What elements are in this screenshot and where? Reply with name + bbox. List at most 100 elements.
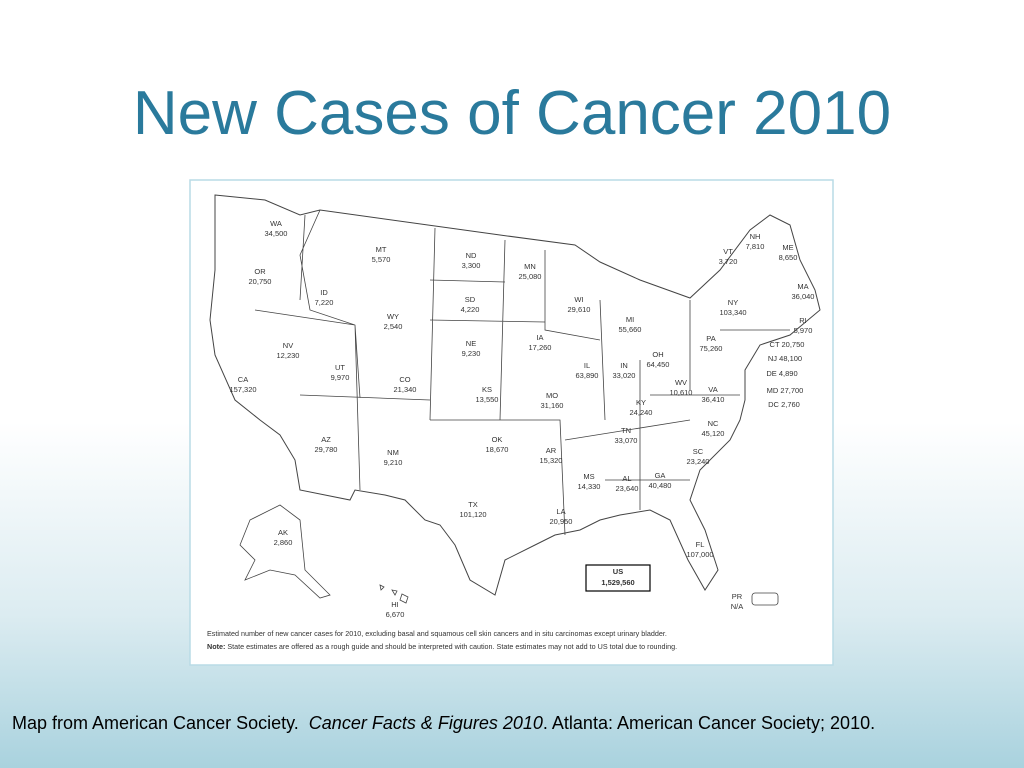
state-value: 55,660 xyxy=(619,325,642,334)
note-label: Note: xyxy=(207,642,225,651)
state-label: CT 20,750 xyxy=(770,340,805,349)
state-abbr: MI xyxy=(626,315,634,324)
state-value: 29,610 xyxy=(568,305,591,314)
state-value: 17,260 xyxy=(529,343,552,352)
state-value: 36,410 xyxy=(702,395,725,404)
state-abbr: MN xyxy=(524,262,536,271)
state-value: 33,070 xyxy=(615,436,638,445)
state-value: 14,330 xyxy=(578,482,601,491)
state-abbr: OH xyxy=(652,350,663,359)
state-value: 6,670 xyxy=(386,610,405,619)
state-abbr: WY xyxy=(387,312,399,321)
state-value: 9,970 xyxy=(331,373,350,382)
state-abbr: NY xyxy=(728,298,738,307)
state-abbr: DC xyxy=(768,400,779,409)
alaska xyxy=(239,504,331,599)
note-line: Estimated number of new cancer cases for… xyxy=(207,629,667,638)
state-value: 25,080 xyxy=(519,272,542,281)
state-value: 5,970 xyxy=(794,326,813,335)
state-value: 107,000 xyxy=(686,550,713,559)
state-abbr: VT xyxy=(723,247,733,256)
state-abbr: MS xyxy=(583,472,594,481)
state-value: 3,720 xyxy=(719,257,738,266)
state-value: 21,340 xyxy=(394,385,417,394)
state-abbr: AL xyxy=(622,474,631,483)
state-abbr: NC xyxy=(708,419,719,428)
state-value: 3,300 xyxy=(462,261,481,270)
state-value: 29,780 xyxy=(315,445,338,454)
citation-title: Cancer Facts & Figures 2010 xyxy=(308,713,543,733)
state-value: 7,810 xyxy=(746,242,765,251)
state-label: DE 4,890 xyxy=(766,369,797,378)
state-value: 15,320 xyxy=(540,456,563,465)
state-abbr: IN xyxy=(620,361,628,370)
state-abbr: IA xyxy=(536,333,543,342)
state-value: 23,640 xyxy=(616,484,639,493)
state-value: 23,240 xyxy=(687,457,710,466)
state-abbr: WA xyxy=(270,219,282,228)
note-text: State estimates are offered as a rough g… xyxy=(227,642,677,651)
state-abbr: PR xyxy=(732,592,743,601)
state-abbr: ME xyxy=(782,243,793,252)
state-value: 9,230 xyxy=(462,349,481,358)
state-abbr: IL xyxy=(584,361,590,370)
state-abbr: FL xyxy=(696,540,705,549)
state-abbr: ND xyxy=(466,251,477,260)
state-value: 18,670 xyxy=(486,445,509,454)
us-outline xyxy=(209,194,821,596)
note-line: Note: State estimates are offered as a r… xyxy=(207,642,677,651)
state-abbr: AR xyxy=(546,446,557,455)
state-abbr: MO xyxy=(546,391,558,400)
state-abbr: OR xyxy=(254,267,266,276)
state-abbr: NE xyxy=(466,339,476,348)
state-abbr: UT xyxy=(335,363,345,372)
state-value: 4,220 xyxy=(461,305,480,314)
state-abbr: NH xyxy=(750,232,761,241)
state-abbr: HI xyxy=(391,600,399,609)
state-value: 2,760 xyxy=(781,400,800,409)
state-label: NJ 48,100 xyxy=(768,354,802,363)
state-value: 48,100 xyxy=(779,354,802,363)
state-value: 27,700 xyxy=(780,386,803,395)
state-abbr: TN xyxy=(621,426,631,435)
state-value: 2,860 xyxy=(274,538,293,547)
state-value: 7,220 xyxy=(315,298,334,307)
total-value: 1,529,560 xyxy=(601,578,634,587)
citation-text: . Atlanta: American Cancer Society; 2010… xyxy=(542,713,876,733)
state-value: 20,950 xyxy=(550,517,573,526)
state-abbr: GA xyxy=(655,471,666,480)
state-value: N/A xyxy=(731,602,744,611)
state-abbr: CA xyxy=(238,375,248,384)
state-abbr: MT xyxy=(376,245,387,254)
state-value: 8,650 xyxy=(779,253,798,262)
state-value: 103,340 xyxy=(719,308,746,317)
citation-text: Map from American Cancer Society. xyxy=(12,713,299,733)
state-abbr: WI xyxy=(574,295,583,304)
state-abbr: CO xyxy=(399,375,410,384)
state-abbr: OK xyxy=(492,435,503,444)
state-abbr: LA xyxy=(556,507,565,516)
state-abbr: KY xyxy=(636,398,646,407)
state-abbr: MD xyxy=(767,386,779,395)
state-label: DC 2,760 xyxy=(768,400,800,409)
state-value: 12,230 xyxy=(277,351,300,360)
state-value: 13,550 xyxy=(476,395,499,404)
state-value: 9,210 xyxy=(384,458,403,467)
state-value: 10,610 xyxy=(670,388,693,397)
state-value: 33,020 xyxy=(613,371,636,380)
state-value: 75,260 xyxy=(700,344,723,353)
state-abbr: NJ xyxy=(768,354,777,363)
state-value: 5,570 xyxy=(372,255,391,264)
state-value: 63,890 xyxy=(576,371,599,380)
slide-title: New Cases of Cancer 2010 xyxy=(132,79,892,148)
hawaii xyxy=(379,584,409,604)
state-value: 31,160 xyxy=(541,401,564,410)
state-abbr: KS xyxy=(482,385,492,394)
state-value: 45,120 xyxy=(702,429,725,438)
state-value: 101,120 xyxy=(459,510,486,519)
state-abbr: WV xyxy=(675,378,687,387)
state-abbr: SC xyxy=(693,447,704,456)
state-value: 4,890 xyxy=(779,369,798,378)
state-value: 34,500 xyxy=(265,229,288,238)
